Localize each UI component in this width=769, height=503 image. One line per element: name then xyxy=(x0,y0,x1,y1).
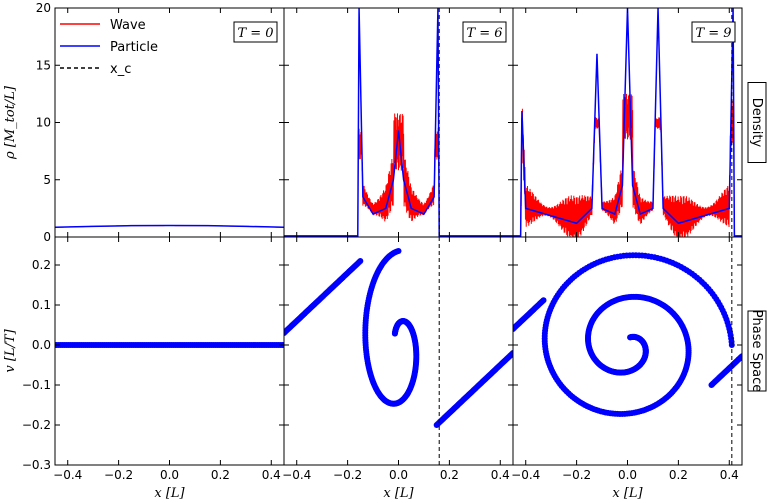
particle-density-line xyxy=(284,8,513,237)
phase-panel-2 xyxy=(513,252,742,417)
x-tick-label: 0.0 xyxy=(389,468,408,482)
y-tick-label: 0 xyxy=(43,230,51,244)
density-panel-2 xyxy=(513,8,742,237)
phase-point xyxy=(627,334,634,341)
row-label: Phase Space xyxy=(749,310,764,393)
particle-density-line xyxy=(513,8,742,237)
x-tick-label: 0.2 xyxy=(211,468,230,482)
x-tick-label: −0.2 xyxy=(562,468,591,482)
panel-frame xyxy=(283,236,514,466)
x-axis-label: x [L] xyxy=(612,486,643,501)
time-label-box xyxy=(233,21,278,43)
x-tick-label: −0.2 xyxy=(104,468,133,482)
y-tick-label: 5 xyxy=(43,173,51,187)
y-tick-label: 0.2 xyxy=(32,258,51,272)
wave-density-line xyxy=(513,93,742,237)
phase-panel-0 xyxy=(55,342,284,348)
y-tick-label: −0.1 xyxy=(22,378,51,392)
phase-point xyxy=(510,350,513,356)
time-label-box xyxy=(691,21,736,43)
time-label: T = 6 xyxy=(466,26,502,41)
phase-point xyxy=(357,258,364,264)
row-label: Density xyxy=(749,98,764,148)
x-tick-label: 0.2 xyxy=(440,468,459,482)
y-tick-label: 10 xyxy=(36,116,51,130)
time-label-box xyxy=(462,21,507,43)
y-tick-label: −0.3 xyxy=(22,458,51,472)
x-tick-label: −0.2 xyxy=(333,468,362,482)
panel-frame xyxy=(512,236,743,466)
x-tick-label: 0.4 xyxy=(491,468,510,482)
x-tick-label: 0.4 xyxy=(720,468,739,482)
y-tick-label: 0.0 xyxy=(32,338,51,352)
x-axis-label: x [L] xyxy=(383,486,414,501)
annotations-layer: T = 0 −0.4 −0.2 0.0 0.2 0.4 x [L] T = 6 −0.4 −0.2… xyxy=(3,1,767,501)
phase-point xyxy=(739,353,742,360)
x-tick-label: 0.0 xyxy=(160,468,179,482)
x-tick-label: 0.4 xyxy=(262,468,281,482)
particle-density-line xyxy=(55,224,284,229)
legend-label: x_c xyxy=(110,62,131,77)
y-tick-label: 15 xyxy=(36,58,51,72)
legend-label: Particle xyxy=(110,40,158,55)
y-tick-label: 20 xyxy=(36,1,51,15)
x-tick-label: −0.4 xyxy=(511,468,540,482)
y-tick-label: −0.2 xyxy=(22,418,51,432)
panels-layer xyxy=(55,8,742,465)
panel-frame xyxy=(54,236,285,466)
x-tick-label: −0.4 xyxy=(53,468,82,482)
x-axis-label: x [L] xyxy=(154,486,185,501)
legend-label: Wave xyxy=(110,18,146,33)
density-panel-0 xyxy=(55,224,284,229)
y-axis-label: v [L/T] xyxy=(3,328,18,372)
x-tick-label: 0.0 xyxy=(618,468,637,482)
time-label: T = 0 xyxy=(237,26,273,41)
x-tick-label: −0.4 xyxy=(282,468,311,482)
wave-density-line xyxy=(284,113,513,237)
time-label: T = 9 xyxy=(695,26,731,41)
x-tick-label: 0.2 xyxy=(669,468,688,482)
y-axis-label: ρ [M_tot/L] xyxy=(3,85,18,160)
density-panel-1 xyxy=(284,8,513,237)
phase-point xyxy=(391,330,398,337)
phase-point xyxy=(540,297,547,304)
y-tick-label: 0.1 xyxy=(32,298,51,312)
row-label-box xyxy=(747,310,767,392)
row-label-box xyxy=(747,82,767,163)
phase-panel-1 xyxy=(284,248,513,428)
